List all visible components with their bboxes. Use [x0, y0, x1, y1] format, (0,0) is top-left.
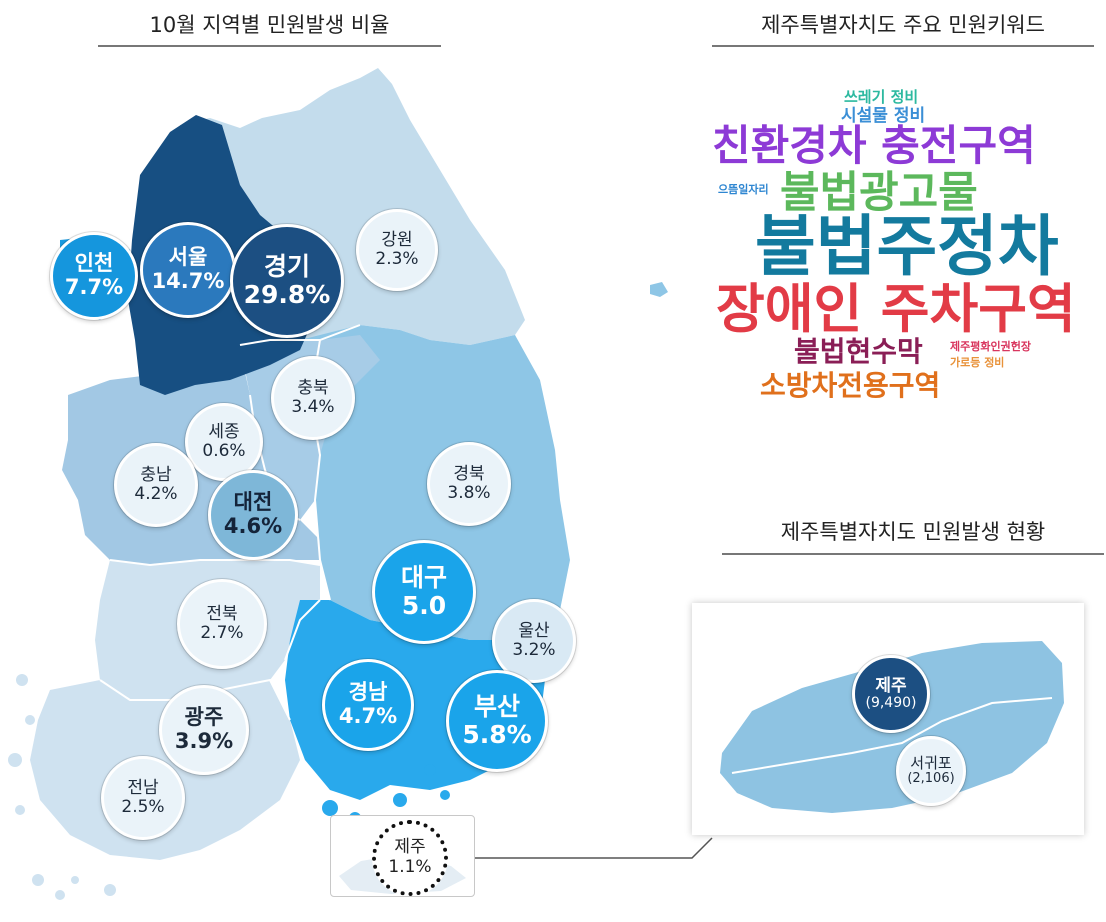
island-ulleung [650, 282, 668, 297]
city-name: 서귀포 [910, 754, 952, 773]
city-value: (9,490) [865, 694, 917, 711]
western-islands [8, 674, 116, 900]
region-borders [99, 324, 361, 721]
bubble-seogwipo: 서귀포 (2,106) [896, 736, 966, 806]
keyword-8: 제주평화인권헌장 [950, 340, 1031, 353]
region-value: 0.6% [202, 441, 246, 461]
region-name: 경북 [453, 463, 485, 484]
jeju-status-title: 제주특별자치도 민원발생 현황 [780, 520, 1046, 544]
region-value: 29.8% [243, 280, 331, 309]
jeju-status-title-underline [722, 553, 1104, 555]
region-value: 7.7% [64, 275, 124, 299]
region-value: 3.9% [174, 729, 234, 753]
bubble-jeju-city: 제주 (9,490) [852, 655, 930, 733]
keyword-5: 불법주정차 [755, 208, 1059, 285]
jeju-detail-card: 제주 (9,490) 서귀포 (2,106) [692, 603, 1084, 835]
bubble-gyeonggi: 경기 29.8% [230, 224, 344, 338]
keyword-7: 불법현수막 [794, 335, 923, 368]
city-name: 제주 [875, 675, 907, 696]
region-value: 2.3% [375, 249, 419, 269]
bubble-jeonnam: 전남 2.5% [101, 756, 185, 840]
bubble-daejeon: 대전 4.6% [208, 470, 298, 560]
region-value: 2.5% [121, 797, 165, 817]
bubble-ulsan: 울산 3.2% [492, 599, 576, 683]
region-value: 4.6% [223, 514, 283, 538]
map-title: 10월 지역별 민원발생 비율 [149, 13, 390, 37]
region-name: 충남 [140, 464, 172, 485]
region-name: 경남 [348, 680, 388, 705]
region-value: 5.0 [401, 591, 447, 620]
bubble-jeju: 제주 1.1% [372, 820, 448, 896]
bubble-chungnam: 충남 4.2% [114, 443, 198, 527]
keyword-3: 으뜸일자리 [718, 183, 769, 196]
region-name: 서울 [168, 245, 208, 270]
region-value: 5.8% [462, 720, 532, 749]
region-value: 3.4% [291, 397, 335, 417]
region-value: 14.7% [151, 269, 225, 293]
region-name: 인천 [74, 251, 114, 276]
map-title-underline [98, 45, 441, 47]
region-value: 2.7% [200, 623, 244, 643]
bubble-incheon: 인천 7.7% [50, 232, 138, 320]
region-name: 전북 [206, 603, 238, 624]
keyword-2: 친환경차 충전구역 [712, 121, 1036, 170]
region-name: 강원 [381, 229, 413, 250]
region-name: 경기 [263, 252, 310, 281]
keyword-6: 장애인 주차구역 [716, 279, 1076, 340]
keyword-1: 시설물 정비 [841, 106, 926, 126]
bubble-gangwon: 강원 2.3% [356, 209, 438, 291]
region-name: 부산 [473, 692, 520, 721]
region-name: 대전 [233, 490, 273, 515]
city-value: (2,106) [907, 771, 955, 787]
region-name: 대구 [400, 563, 447, 592]
region-name: 전남 [127, 777, 159, 798]
bubble-gwangju: 광주 3.9% [159, 685, 249, 775]
bubble-chungbuk: 충북 3.4% [271, 356, 355, 440]
keyword-0: 쓰레기 정비 [844, 88, 919, 106]
keywords-title: 제주특별자치도 주요 민원키워드 [761, 13, 1045, 37]
bubble-daegu: 대구 5.0 [372, 540, 476, 644]
region-value: 3.8% [447, 483, 491, 503]
region-name: 세종 [208, 421, 240, 442]
keywords-title-underline [712, 45, 1094, 47]
bubble-seoul: 서울 14.7% [140, 222, 236, 318]
bubble-busan: 부산 5.8% [446, 670, 548, 772]
region-name: 광주 [184, 705, 224, 730]
region-name: 충북 [297, 377, 329, 398]
region-value: 4.2% [134, 484, 178, 504]
region-value: 1.1% [388, 857, 432, 877]
bubble-jeonbuk: 전북 2.7% [177, 579, 267, 669]
region-name: 제주 [394, 837, 426, 858]
region-name: 울산 [518, 620, 550, 641]
keyword-10: 소방차전용구역 [760, 369, 941, 402]
keyword-9: 가로등 정비 [950, 356, 1005, 369]
keyword-4: 불법광고물 [780, 168, 978, 218]
region-value: 4.7% [338, 704, 398, 728]
bubble-gyeongnam: 경남 4.7% [322, 659, 414, 751]
bubble-gyeongbuk: 경북 3.8% [427, 442, 511, 526]
region-value: 3.2% [512, 640, 556, 660]
jeju-connector-line [475, 837, 713, 859]
